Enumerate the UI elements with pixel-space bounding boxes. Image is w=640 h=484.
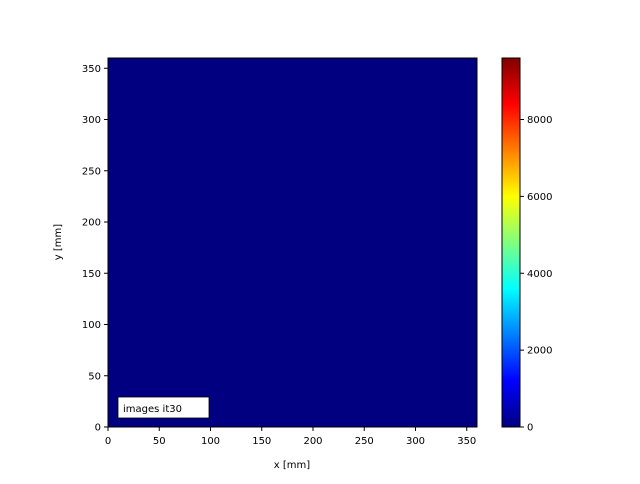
x-tick-label: 200 bbox=[303, 436, 322, 447]
annotation-text: images it30 bbox=[123, 404, 182, 415]
y-tick-label: 50 bbox=[88, 371, 101, 382]
annotation-box: images it30 bbox=[117, 396, 210, 419]
x-tick-label: 250 bbox=[355, 436, 374, 447]
x-tick-label: 350 bbox=[457, 436, 476, 447]
y-tick-label: 300 bbox=[82, 115, 101, 126]
x-tick-label: 150 bbox=[252, 436, 271, 447]
colorbar bbox=[501, 57, 521, 428]
colorbar-tick-label: 4000 bbox=[527, 269, 552, 280]
heatmap-image bbox=[108, 58, 477, 427]
y-tick-label: 250 bbox=[82, 166, 101, 177]
y-tick-label: 150 bbox=[82, 269, 101, 280]
colorbar-tick-label: 8000 bbox=[527, 115, 552, 126]
y-axis-label: y [mm] bbox=[53, 224, 64, 260]
x-tick-label: 300 bbox=[406, 436, 425, 447]
x-tick-label: 0 bbox=[105, 436, 111, 447]
colorbar-tick-label: 2000 bbox=[527, 346, 552, 357]
plot-frame bbox=[107, 57, 478, 428]
y-tick-label: 350 bbox=[82, 64, 101, 75]
colorbar-tick-label: 0 bbox=[527, 423, 533, 434]
y-tick-label: 0 bbox=[95, 423, 101, 434]
colorbar-tick-label: 6000 bbox=[527, 192, 552, 203]
y-tick-label: 200 bbox=[82, 218, 101, 229]
x-tick-label: 50 bbox=[153, 436, 166, 447]
x-axis-label: x [mm] bbox=[274, 460, 310, 471]
y-tick-label: 100 bbox=[82, 320, 101, 331]
x-tick-label: 100 bbox=[201, 436, 220, 447]
